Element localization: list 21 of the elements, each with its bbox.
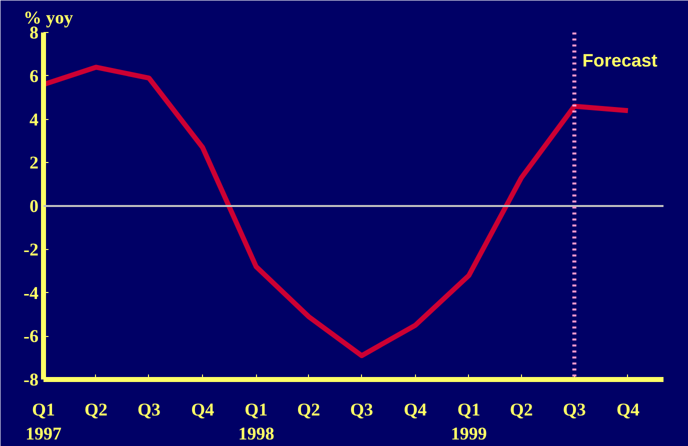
- x-tick-label: Q4: [404, 400, 427, 420]
- y-tick-label: -2: [24, 239, 39, 260]
- y-tick-label: -6: [24, 326, 39, 346]
- x-tick-label: Q3: [350, 400, 374, 420]
- y-tick-label: -4: [24, 282, 39, 303]
- y-tick-label: -8: [24, 370, 39, 390]
- y-tick-label: 4: [30, 109, 38, 130]
- x-tick-label: Q4: [191, 400, 214, 420]
- y-tick-label: 2: [30, 152, 38, 173]
- y-tick-label: 0: [30, 196, 38, 216]
- x-tick-label: Q2: [297, 400, 320, 420]
- x-tick-label: Q2: [84, 400, 108, 420]
- x-tick-label: Q1 1998: [238, 400, 274, 444]
- x-tick-label: Q3: [137, 400, 160, 420]
- ref-line-label: Forecast: [582, 50, 658, 71]
- x-tick-label: Q1 1999: [450, 400, 487, 444]
- x-tick-label: Q1 1997: [26, 400, 62, 444]
- x-tick-label: Q2: [510, 400, 533, 420]
- y-tick-label: 6: [30, 66, 38, 86]
- x-tick-label: Q3: [562, 400, 586, 420]
- x-tick-label: Q4: [616, 400, 640, 420]
